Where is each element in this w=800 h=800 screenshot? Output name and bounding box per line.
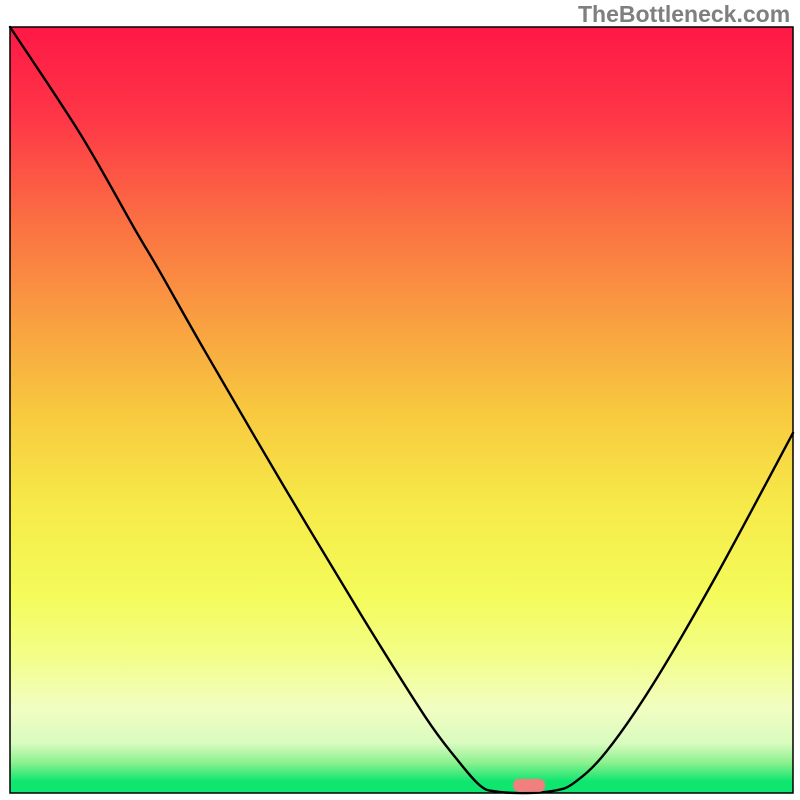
optimum-marker — [513, 779, 545, 792]
chart-svg — [0, 0, 800, 800]
watermark-text: TheBottleneck.com — [578, 1, 790, 28]
chart-container: TheBottleneck.com — [0, 0, 800, 800]
